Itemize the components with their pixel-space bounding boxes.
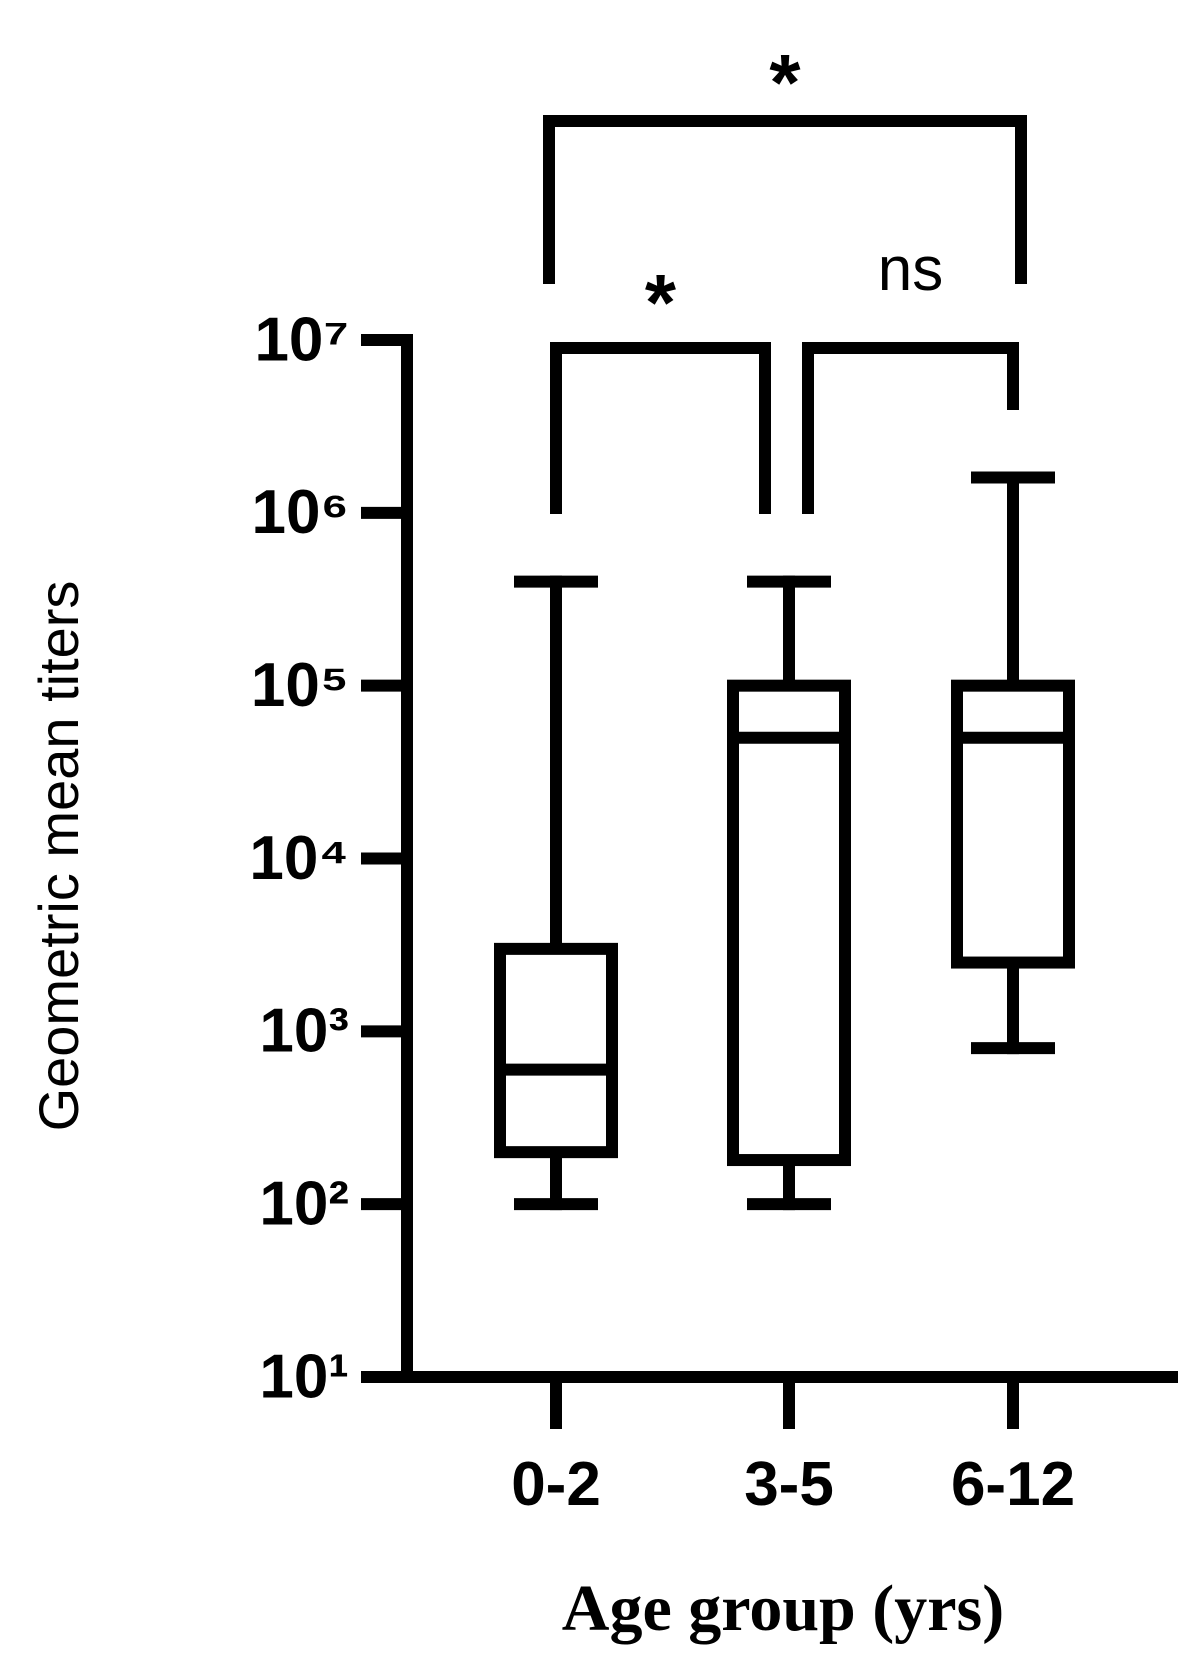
significance-label: ns [878, 235, 943, 304]
significance-label: * [645, 258, 677, 347]
y-axis-title: Geometric mean titers [27, 581, 90, 1132]
y-tick-label: 10¹ [259, 1342, 349, 1411]
significance-bracket [802, 342, 1019, 514]
x-axis-title: Age group (yrs) [562, 1572, 1004, 1645]
y-tick-label: 10⁵ [251, 651, 349, 720]
box [494, 942, 618, 1159]
y-tick-label: 10⁶ [251, 478, 349, 547]
x-tick-label: 0-2 [511, 1450, 601, 1519]
y-tick-label: 10² [259, 1170, 349, 1239]
x-tick-label: 3-5 [744, 1450, 834, 1519]
y-tick-label: 10⁷ [254, 305, 349, 374]
significance-label: * [769, 38, 801, 127]
significance-bracket [543, 115, 1027, 284]
x-tick-label: 6-12 [951, 1450, 1075, 1519]
y-tick-label: 10³ [259, 997, 349, 1066]
box [727, 679, 851, 1167]
box [951, 679, 1075, 969]
y-tick-label: 10⁴ [249, 824, 349, 893]
significance-bracket [550, 342, 771, 514]
